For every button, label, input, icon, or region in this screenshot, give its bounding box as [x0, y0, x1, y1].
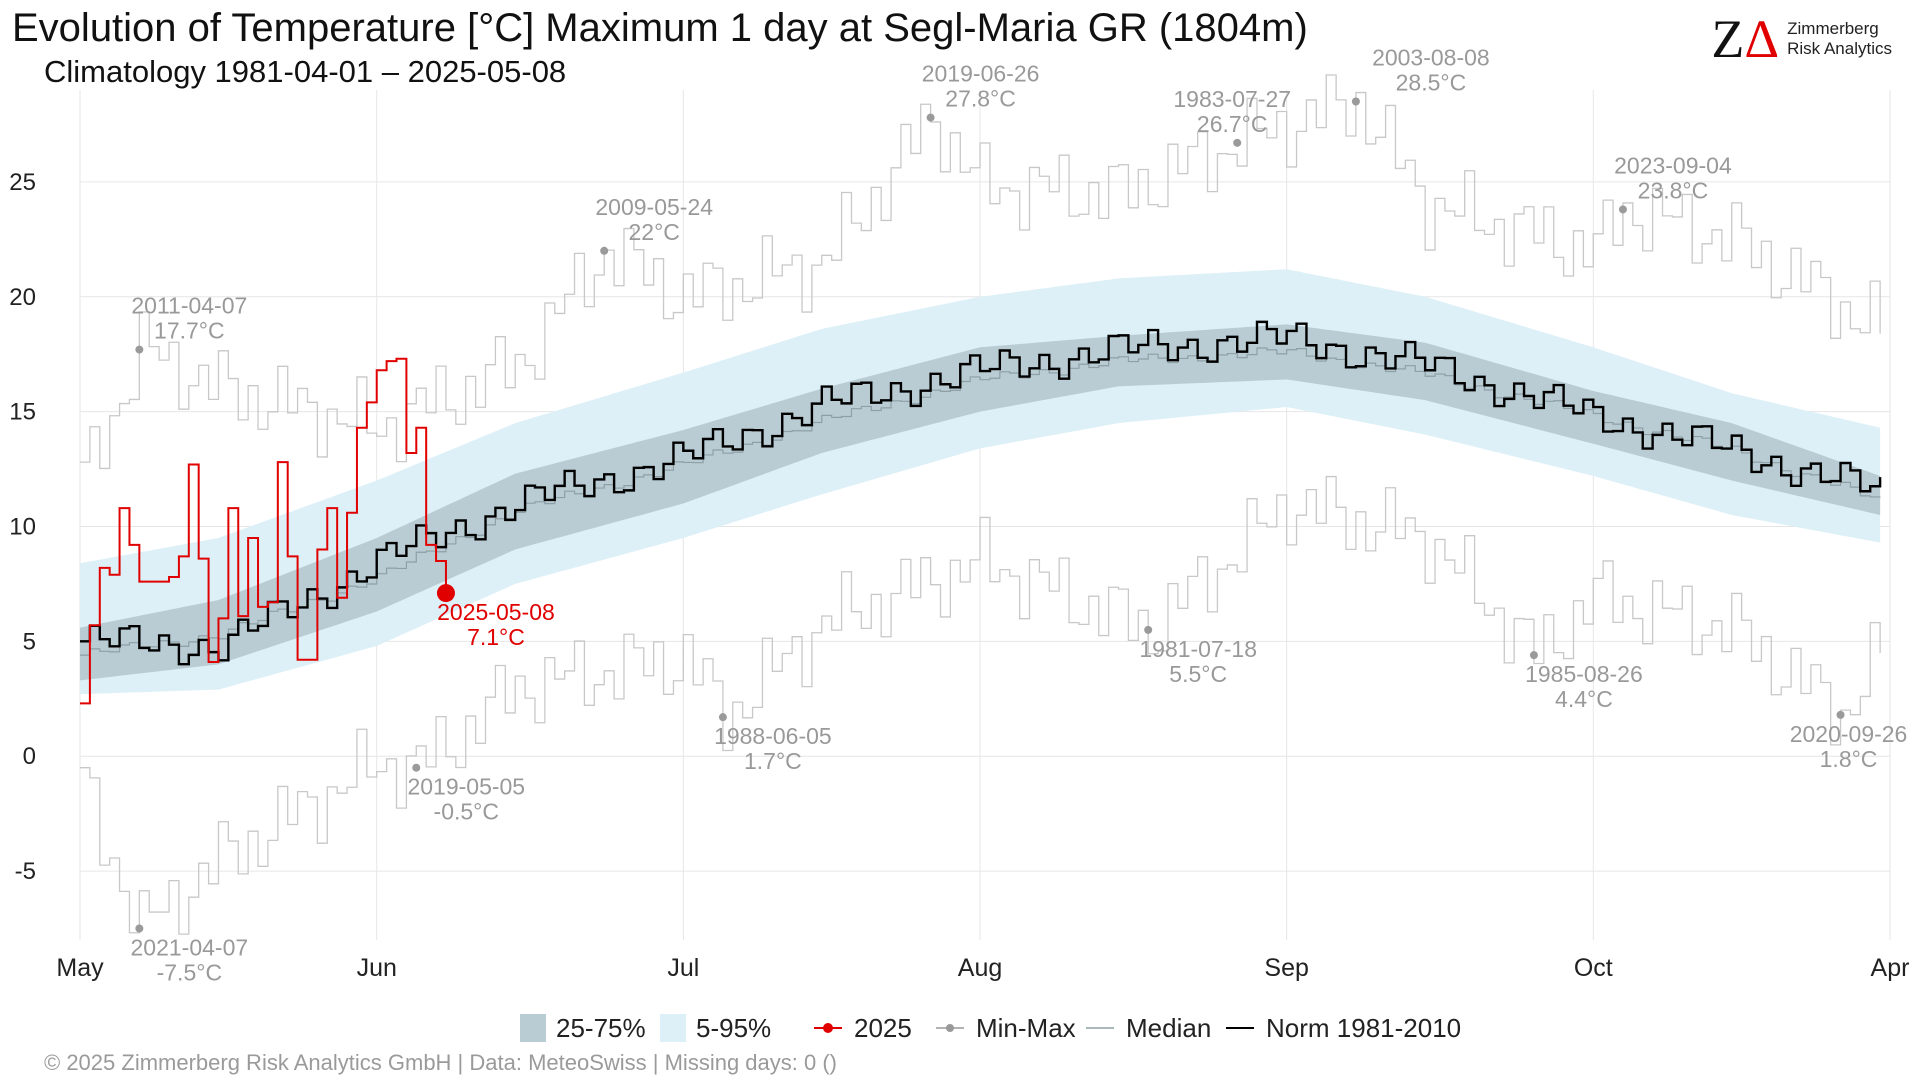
- logo-mark-icon: ZΔ: [1711, 9, 1780, 69]
- min-value-label: -7.5°C: [157, 960, 222, 986]
- current-date-label: 2025-05-08: [437, 599, 555, 625]
- max-marker: [1233, 138, 1242, 147]
- company-logo: ZΔ Zimmerberg Risk Analytics: [1711, 12, 1892, 66]
- max-value-label: 27.8°C: [945, 86, 1016, 112]
- min-value-label: -0.5°C: [434, 799, 499, 825]
- series-lines: [80, 74, 1882, 935]
- y-tick-label: 0: [23, 743, 36, 770]
- max-marker: [135, 345, 144, 354]
- legend-label-norm: Norm 1981-2010: [1266, 1013, 1461, 1043]
- x-tick-label: Oct: [1574, 954, 1613, 982]
- min-value-label: 5.5°C: [1169, 661, 1227, 687]
- max-value-label: 22°C: [629, 219, 680, 245]
- current-value-label: 7.1°C: [467, 624, 525, 650]
- y-tick-label: 10: [9, 513, 36, 540]
- max-date-label: 2003-08-08: [1372, 44, 1490, 70]
- y-tick-label: 20: [9, 284, 36, 311]
- legend-label-2025: 2025: [854, 1013, 912, 1043]
- min-marker: [1529, 651, 1538, 660]
- y-tick-label: 15: [9, 399, 36, 426]
- min-value-label: 1.8°C: [1820, 746, 1878, 772]
- max-date-label: 2023-09-04: [1614, 152, 1732, 178]
- min-marker: [135, 924, 144, 933]
- max-date-label: 1983-07-27: [1173, 86, 1291, 112]
- x-tick-label: May: [56, 954, 104, 982]
- logo-text: Zimmerberg Risk Analytics: [1787, 19, 1892, 59]
- min-line: [80, 475, 1881, 935]
- legend: 25-75% 5-95% 2025 Min-Max Median Norm 1981-20…: [520, 1013, 1461, 1043]
- y-tick-label: 5: [23, 628, 36, 655]
- min-value-label: 4.4°C: [1555, 686, 1613, 712]
- max-marker: [600, 246, 609, 255]
- footer-credits: © 2025 Zimmerberg Risk Analytics GmbH | …: [44, 1050, 837, 1075]
- axes: 25 20 15 10 5 0 -5 Apr May Jun Jul Aug Sep Oct: [9, 169, 1909, 982]
- percentile-bands: [80, 269, 1881, 695]
- y-tick-label: 25: [9, 169, 36, 196]
- max-date-label: 2019-06-26: [922, 61, 1040, 87]
- x-tick-label: Apr: [1871, 954, 1910, 982]
- max-marker: [1618, 205, 1627, 214]
- min-value-label: 1.7°C: [744, 748, 802, 774]
- max-value-label: 17.7°C: [154, 318, 225, 344]
- current-marker: [436, 584, 455, 603]
- max-date-label: 2011-04-07: [131, 293, 247, 319]
- max-marker: [1351, 97, 1360, 106]
- max-marker: [926, 113, 935, 122]
- max-value-label: 26.7°C: [1197, 111, 1268, 137]
- legend-label-5-95: 5-95%: [696, 1013, 771, 1043]
- max-line: [80, 74, 1881, 470]
- min-marker: [718, 713, 727, 722]
- y-tick-label: -5: [15, 858, 36, 885]
- chart-subtitle: Climatology 1981-04-01 – 2025-05-08: [44, 54, 567, 89]
- min-date-label: 2020-09-26: [1790, 721, 1908, 747]
- min-marker: [412, 763, 421, 772]
- min-date-label: 1988-06-05: [714, 723, 832, 749]
- logo-line-1: Zimmerberg: [1787, 19, 1879, 38]
- band-25-75: [80, 324, 1881, 681]
- legend-label-median: Median: [1126, 1013, 1211, 1043]
- x-tick-label: Jul: [667, 954, 699, 982]
- min-date-label: 1985-08-26: [1525, 661, 1643, 687]
- norm-line: [80, 320, 1882, 666]
- legend-swatch-25-75: [520, 1014, 546, 1042]
- legend-dot-minmax: [946, 1024, 954, 1032]
- min-date-label: 1981-07-18: [1139, 636, 1257, 662]
- legend-swatch-5-95: [660, 1014, 686, 1042]
- max-date-label: 2009-05-24: [595, 194, 713, 220]
- min-marker: [1836, 710, 1845, 719]
- min-date-label: 2019-05-05: [407, 774, 525, 800]
- min-date-label: 2021-04-07: [131, 935, 249, 961]
- min-marker: [1144, 625, 1153, 634]
- x-tick-label: Aug: [958, 954, 1002, 982]
- max-value-label: 28.5°C: [1396, 69, 1467, 95]
- logo-line-2: Risk Analytics: [1787, 39, 1892, 58]
- x-tick-label: Jun: [357, 954, 397, 982]
- legend-dot-2025: [823, 1023, 833, 1033]
- max-value-label: 23.8°C: [1638, 177, 1709, 203]
- legend-label-minmax: Min-Max: [976, 1013, 1076, 1043]
- chart-title: Evolution of Temperature [°C] Maximum 1 …: [12, 6, 1308, 50]
- x-tick-label: Sep: [1264, 954, 1308, 982]
- line-2025: [80, 357, 447, 705]
- legend-label-25-75: 25-75%: [556, 1013, 646, 1043]
